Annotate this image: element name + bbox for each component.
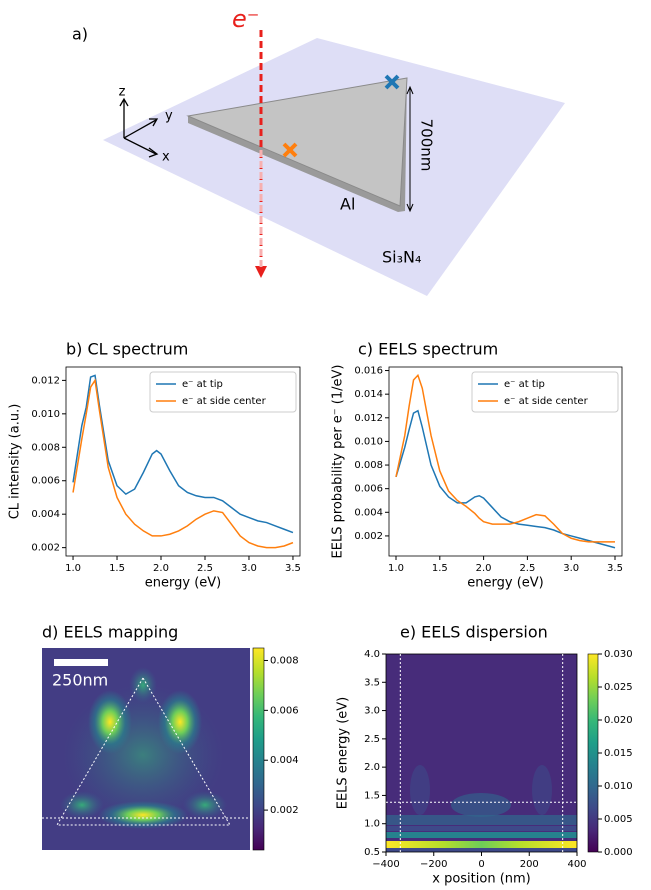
y-tick-label: 3.0 bbox=[364, 706, 380, 717]
x-tick-label: 2.0 bbox=[476, 563, 492, 574]
size-label: 700nm bbox=[418, 119, 436, 172]
legend-label: e⁻ at side center bbox=[504, 396, 589, 407]
y-axis-label: CL intensity (a.u.) bbox=[8, 404, 23, 520]
coordinate-axes bbox=[119, 97, 159, 158]
size-arrow bbox=[406, 85, 414, 213]
y-tick-label: 1.5 bbox=[364, 790, 380, 801]
axes-frame bbox=[65, 366, 301, 557]
y-tick-label: 0.006 bbox=[354, 484, 383, 495]
chart-title: c) EELS spectrum bbox=[358, 340, 498, 359]
x-tick-label: 3.0 bbox=[241, 563, 257, 574]
x-axis-label: energy (eV) bbox=[145, 576, 221, 591]
panel-label: a) bbox=[72, 25, 88, 44]
y-tick-label: 0.004 bbox=[31, 509, 60, 520]
al-triangle bbox=[186, 77, 408, 207]
x-axis-label: x position (nm) bbox=[432, 872, 531, 887]
y-tick-label: 2.5 bbox=[364, 734, 380, 745]
legend-box bbox=[149, 371, 297, 413]
y-tick-label: 0.008 bbox=[31, 442, 60, 453]
axes-frame bbox=[388, 366, 623, 557]
axis-z-label: z bbox=[119, 85, 126, 100]
colorbar bbox=[252, 647, 265, 851]
series-line bbox=[395, 373, 615, 543]
colorbar-tick-label: 0.020 bbox=[604, 715, 633, 726]
colorbar-tick-label: 0.025 bbox=[604, 682, 633, 693]
colorbar-tick-label: 0.015 bbox=[604, 748, 633, 759]
x-tick-label: 2.5 bbox=[197, 563, 213, 574]
y-tick-label: 0.012 bbox=[354, 413, 383, 424]
electron-label: e⁻ bbox=[232, 5, 259, 33]
y-tick-label: 0.010 bbox=[354, 436, 383, 447]
y-axis-label: EELS energy (eV) bbox=[336, 697, 351, 810]
y-tick-label: 0.5 bbox=[364, 847, 380, 858]
y-tick-label: 0.012 bbox=[31, 375, 60, 386]
axis-y-label: y bbox=[165, 109, 173, 124]
chart-title: b) CL spectrum bbox=[66, 340, 188, 359]
colorbar-tick-label: 0.010 bbox=[604, 781, 633, 792]
y-tick-label: 3.5 bbox=[364, 677, 380, 688]
y-tick-label: 4.0 bbox=[364, 649, 380, 660]
x-tick-label: 1.0 bbox=[388, 563, 404, 574]
legend-box bbox=[471, 371, 619, 413]
y-tick-label: 0.004 bbox=[354, 507, 383, 518]
y-tick-label: 2.0 bbox=[364, 762, 380, 773]
x-tick-label: 0 bbox=[478, 859, 484, 870]
colorbar-tick-label: 0.000 bbox=[604, 847, 633, 858]
y-tick-label: 0.006 bbox=[31, 476, 60, 487]
x-tick-label: 3.0 bbox=[563, 563, 579, 574]
x-tick-label: 2.5 bbox=[519, 563, 535, 574]
y-tick-label: 0.002 bbox=[31, 543, 60, 554]
x-axis-label: energy (eV) bbox=[467, 576, 543, 591]
x-tick-label: 1.5 bbox=[109, 563, 125, 574]
series-line bbox=[72, 378, 294, 549]
x-tick-label: 1.0 bbox=[65, 563, 81, 574]
beam-arrowhead bbox=[255, 266, 267, 278]
colorbar-tick-label: 0.008 bbox=[270, 655, 299, 666]
x-tick-label: 200 bbox=[520, 859, 539, 870]
x-tick-label: 2.0 bbox=[153, 563, 169, 574]
x-tick-label: 3.5 bbox=[285, 563, 301, 574]
y-axis-label: EELS probability per e⁻ (1/eV) bbox=[331, 365, 346, 559]
y-tick-label: 0.010 bbox=[31, 409, 60, 420]
legend-label: e⁻ at tip bbox=[182, 379, 223, 390]
colorbar-tick-label: 0.004 bbox=[270, 755, 299, 766]
y-tick-label: 1.0 bbox=[364, 819, 380, 830]
chart-title: d) EELS mapping bbox=[42, 623, 178, 642]
y-tick-label: 0.008 bbox=[354, 460, 383, 471]
dispersion-image bbox=[386, 654, 577, 852]
colorbar-tick-label: 0.002 bbox=[270, 805, 299, 816]
x-tick-label: 1.5 bbox=[432, 563, 448, 574]
side-marker bbox=[282, 142, 298, 158]
x-tick-label: 3.5 bbox=[607, 563, 623, 574]
legend-label: e⁻ at side center bbox=[182, 396, 267, 407]
scale-bar-label: 250nm bbox=[52, 671, 108, 690]
substrate-label: Si₃N₄ bbox=[382, 248, 421, 267]
tip-marker bbox=[384, 74, 400, 90]
colorbar-tick-label: 0.006 bbox=[270, 705, 299, 716]
legend-label: e⁻ at tip bbox=[504, 379, 545, 390]
y-tick-label: 0.014 bbox=[354, 389, 383, 400]
y-tick-label: 0.002 bbox=[354, 531, 383, 542]
colorbar-tick-label: 0.030 bbox=[604, 649, 633, 660]
chart-title: e) EELS dispersion bbox=[400, 623, 548, 642]
illustration: a) e⁻ z y x 700nm Al Si₃N₄ bbox=[72, 5, 565, 296]
x-tick-label: −200 bbox=[420, 859, 447, 870]
x-tick-label: −400 bbox=[372, 859, 399, 870]
axis-x-label: x bbox=[162, 150, 170, 165]
mapping-image bbox=[42, 648, 250, 850]
colorbar-tick-label: 0.005 bbox=[604, 814, 633, 825]
y-tick-label: 0.016 bbox=[354, 366, 383, 377]
x-tick-label: 400 bbox=[567, 859, 586, 870]
material-label: Al bbox=[340, 195, 355, 214]
colorbar bbox=[587, 653, 599, 853]
series-line bbox=[395, 409, 616, 549]
